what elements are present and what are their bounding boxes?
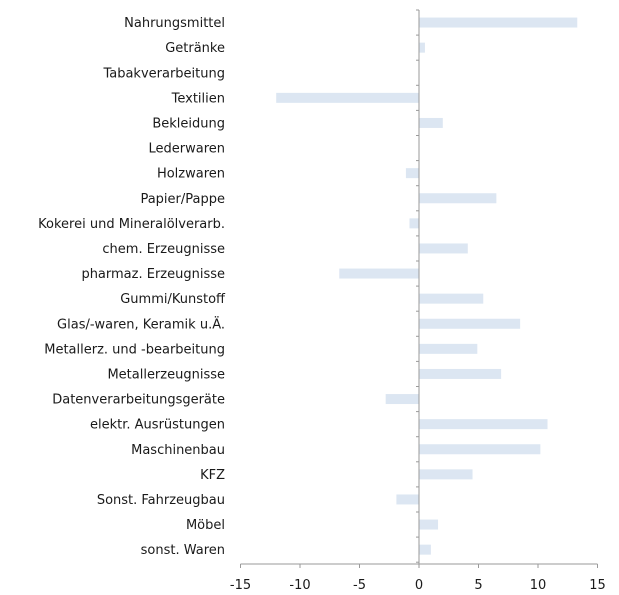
category-label: Holzwaren	[157, 167, 225, 182]
category-label: KFZ	[200, 468, 225, 483]
bar-6	[405, 168, 419, 179]
x-tick-label: -10	[289, 578, 310, 593]
category-label: sonst. Waren	[141, 543, 225, 558]
bar-10	[339, 268, 419, 279]
bar-21	[419, 544, 431, 555]
bar-8	[409, 218, 419, 229]
category-label: Datenverarbeitungsgeräte	[52, 393, 225, 408]
bar-14	[419, 368, 502, 379]
category-label: Möbel	[186, 518, 225, 533]
category-labels: Nahrungsmittel Getränke Tabakverarbeitung T…	[38, 16, 226, 558]
bar-20	[419, 519, 439, 530]
category-label: Maschinenbau	[131, 443, 225, 458]
x-tick-label: 15	[589, 578, 606, 593]
category-label: pharmaz. Erzeugnisse	[81, 267, 225, 282]
category-label: Metallerzeugnisse	[107, 367, 225, 382]
category-label: Gummi/Kunstoff	[120, 292, 226, 307]
category-label: chem. Erzeugnisse	[102, 242, 225, 257]
category-label: Lederwaren	[148, 142, 225, 157]
bar-3	[276, 92, 419, 103]
bar-17	[419, 444, 541, 455]
category-label: Metallerz. und -bearbeitung	[44, 342, 225, 357]
bars-group	[276, 17, 578, 555]
bar-7	[419, 193, 497, 204]
bar-9	[419, 243, 468, 254]
x-tick-label: 10	[530, 578, 547, 593]
category-label: Tabakverarbeitung	[102, 66, 225, 81]
category-label: Nahrungsmittel	[124, 16, 225, 31]
category-label: Sonst. Fahrzeugbau	[97, 493, 225, 508]
x-tick-label: -5	[353, 578, 366, 593]
bar-1	[419, 42, 425, 53]
category-label: Papier/Pappe	[140, 192, 225, 207]
x-tick-labels: -15 -10 -5 0 5 10 15	[230, 578, 606, 593]
category-label: Glas/-waren, Keramik u.Ä.	[57, 316, 225, 332]
bar-12	[419, 318, 521, 329]
bar-11	[419, 293, 484, 304]
x-tick-label: 5	[474, 578, 482, 593]
category-label: Bekleidung	[152, 116, 225, 131]
bar-16	[419, 419, 548, 430]
axes-group	[240, 9, 598, 568]
category-label: elektr. Ausrüstungen	[90, 418, 225, 433]
bar-18	[419, 469, 473, 480]
x-tick-label: 0	[415, 578, 423, 593]
bar-13	[419, 343, 478, 354]
bar-0	[419, 17, 578, 28]
bar-4	[419, 117, 443, 128]
bar-19	[396, 494, 419, 505]
category-label: Getränke	[165, 41, 225, 56]
bar-15	[385, 394, 419, 405]
x-tick-label: -15	[230, 578, 251, 593]
category-label: Kokerei und Mineralölverarb.	[38, 217, 225, 232]
category-label: Textilien	[171, 91, 225, 106]
